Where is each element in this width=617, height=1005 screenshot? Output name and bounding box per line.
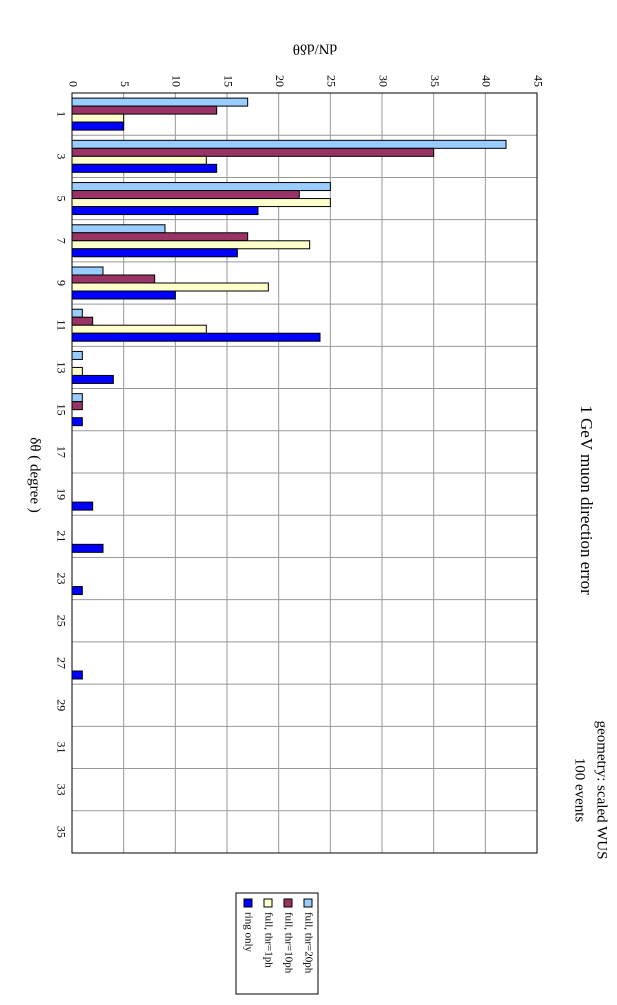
bar: [71, 147, 435, 157]
x-tick-label: 1: [54, 111, 68, 117]
x-tick-label: 5: [54, 196, 68, 202]
bar: [71, 366, 83, 376]
bar: [71, 501, 94, 511]
y-tick-label: 0: [66, 81, 80, 87]
bar: [71, 232, 249, 242]
bar: [71, 248, 238, 258]
plot-border: [71, 92, 538, 854]
legend-swatch: [263, 898, 273, 908]
bar: [71, 155, 207, 165]
x-tick-label: 31: [54, 741, 68, 753]
legend-box: [235, 892, 319, 995]
x-tick-label: 33: [54, 784, 68, 796]
bar: [71, 139, 507, 149]
bar: [71, 282, 269, 292]
y-tick-label: 5: [118, 81, 132, 87]
y-tick-label: 45: [531, 75, 545, 87]
x-tick-label: 19: [54, 488, 68, 500]
bar: [71, 206, 259, 216]
y-tick-label: 10: [170, 75, 184, 87]
annotation: geometry: scaled WUS: [594, 721, 610, 860]
bar: [71, 198, 331, 208]
bar: [71, 332, 321, 342]
bar: [71, 105, 218, 115]
bar: [71, 374, 114, 384]
bar: [71, 350, 83, 360]
y-tick-label: 35: [428, 75, 442, 87]
x-tick-label: 3: [54, 153, 68, 159]
y-axis-label: dN/dδθ: [293, 41, 337, 57]
rotated-frame: 1 GeV muon direction error geometry: sca…: [27, 41, 610, 995]
bar: [71, 266, 104, 276]
bar: [71, 240, 311, 250]
y-tick-label: 15: [221, 75, 235, 87]
x-tick-label: 27: [54, 657, 68, 669]
bar: [71, 393, 83, 403]
bar: [71, 190, 300, 200]
x-tick-label: 9: [54, 280, 68, 286]
x-axis-label: δθ ( degree ): [27, 437, 43, 512]
x-tick-label: 7: [54, 238, 68, 244]
bar: [71, 324, 207, 334]
legend-swatch: [303, 898, 313, 908]
bar: [71, 274, 156, 284]
annotation: 100 events: [572, 758, 588, 823]
bar: [71, 224, 166, 234]
bar: [71, 670, 83, 680]
x-tick-label: 25: [54, 615, 68, 627]
bar: [71, 417, 83, 427]
bar: [71, 290, 176, 300]
legend-label: full, thr=10ph: [282, 912, 294, 974]
bar: [71, 182, 331, 192]
x-tick-label: 11: [54, 319, 68, 331]
x-tick-label: 15: [54, 404, 68, 416]
bar: [71, 163, 218, 173]
y-tick-label: 40: [480, 75, 494, 87]
y-tick-label: 25: [325, 75, 339, 87]
bar: [71, 316, 94, 326]
legend-swatch: [283, 898, 293, 908]
bar: [71, 308, 83, 318]
x-tick-label: 13: [54, 361, 68, 373]
bar: [71, 121, 125, 131]
x-tick-label: 29: [54, 699, 68, 711]
x-tick-label: 23: [54, 573, 68, 585]
legend-label: full, thr=1ph: [262, 912, 274, 968]
y-tick-label: 20: [273, 75, 287, 87]
bar: [71, 401, 83, 411]
legend-label: full, thr=20ph: [302, 912, 314, 974]
x-tick-label: 35: [54, 826, 68, 838]
legend-swatch: [243, 898, 253, 908]
bar: [71, 113, 125, 123]
x-tick-label: 17: [54, 446, 68, 458]
x-tick-label: 21: [54, 530, 68, 542]
bar: [71, 586, 83, 596]
bar: [71, 97, 249, 107]
y-tick-label: 30: [376, 75, 390, 87]
legend-label: ring only: [242, 912, 254, 953]
bar: [71, 543, 104, 553]
chart-title: 1 GeV muon direction error: [577, 405, 596, 595]
